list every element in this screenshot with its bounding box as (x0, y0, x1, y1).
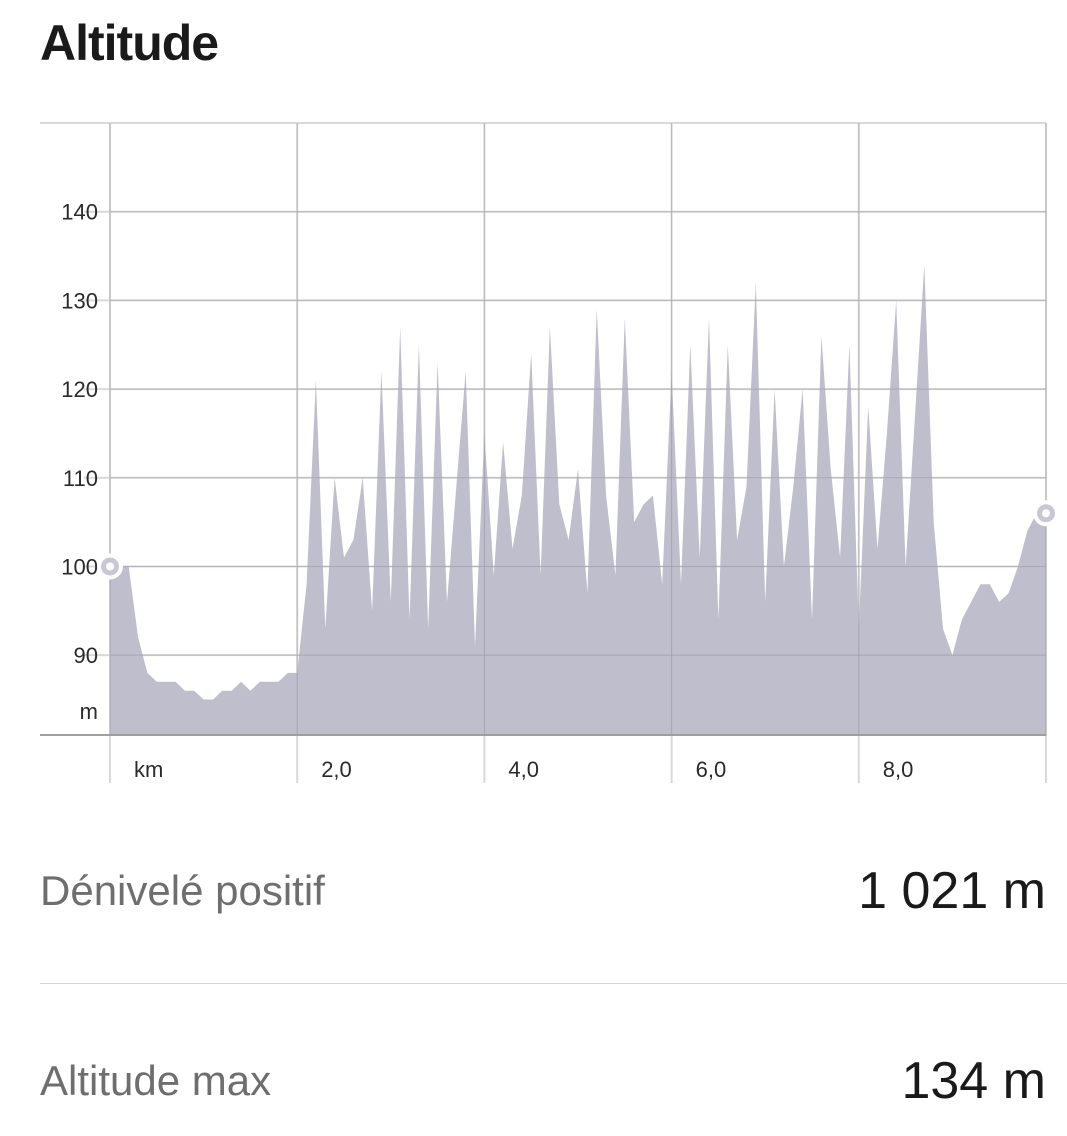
max-altitude-value: 134 m (901, 1052, 1046, 1110)
altitude-chart[interactable]: 90 100 110 120 130 140 m km 2,0 4,0 6,0 8,0 (0, 100, 1067, 800)
max-altitude-label: Altitude max (40, 1057, 272, 1104)
y-tick-label-110: 110 (63, 466, 98, 491)
stat-row-elevation-gain: Dénivelé positif 1 021 m (40, 845, 1046, 935)
start-marker-center[interactable] (106, 562, 114, 571)
x-tick-label-8: 8,0 (883, 757, 914, 782)
elevation-gain-value: 1 021 m (858, 862, 1046, 920)
page-title: Altitude (40, 15, 219, 71)
x-tick-label-6: 6,0 (696, 757, 727, 782)
y-tick-label-90: 90 (74, 643, 98, 668)
altitude-area-series (110, 264, 1046, 735)
y-tick-label-130: 130 (61, 288, 98, 313)
x-tick-label-4: 4,0 (508, 757, 539, 782)
elevation-gain-label: Dénivelé positif (40, 867, 325, 914)
x-tick-label-2: 2,0 (321, 757, 352, 782)
y-axis-unit-label: m (80, 699, 98, 724)
y-tick-label-120: 120 (61, 377, 98, 402)
stat-row-max-altitude: Altitude max 134 m (40, 1035, 1046, 1125)
stats-divider (40, 983, 1067, 984)
y-tick-label-140: 140 (61, 200, 98, 225)
y-tick-label-100: 100 (61, 554, 98, 579)
x-axis-unit-label: km (134, 757, 163, 782)
end-marker-center[interactable] (1042, 509, 1050, 518)
